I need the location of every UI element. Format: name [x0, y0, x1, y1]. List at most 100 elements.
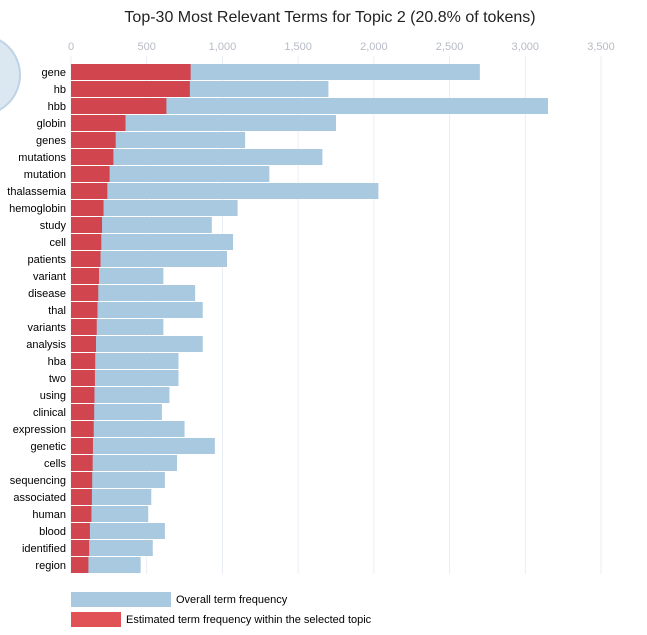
term-labels: gene hb hbb globin genes mutations mutation tha…	[7, 67, 67, 572]
topic-frequency-bar[interactable]	[71, 523, 90, 539]
overall-frequency-bar[interactable]	[71, 370, 179, 386]
topic-frequency-bar[interactable]	[71, 404, 95, 420]
term-label[interactable]: mutation	[24, 169, 66, 181]
topic-frequency-bar[interactable]	[71, 268, 100, 284]
legend-topic-label: Estimated term frequency within the sele…	[126, 614, 372, 626]
x-tick-label: 1,500	[284, 41, 312, 53]
topic-frequency-bar[interactable]	[71, 489, 92, 505]
overall-frequency-bar[interactable]	[71, 115, 336, 131]
topic-frequency-bar[interactable]	[71, 336, 96, 352]
x-tick-label: 500	[138, 41, 156, 53]
topic-frequency-bar[interactable]	[71, 387, 95, 403]
overall-frequency-bar[interactable]	[71, 438, 215, 454]
overall-frequency-bar[interactable]	[71, 251, 227, 267]
term-label[interactable]: sequencing	[10, 475, 66, 487]
topic-frequency-bar[interactable]	[71, 455, 93, 471]
topic-frequency-bar[interactable]	[71, 166, 110, 182]
legend-topic-swatch	[71, 612, 121, 627]
overall-frequency-bar[interactable]	[71, 540, 153, 556]
topic-circle-fragment[interactable]	[0, 35, 21, 115]
topic-frequency-bar[interactable]	[71, 421, 94, 437]
overall-frequency-bar[interactable]	[71, 336, 203, 352]
term-label[interactable]: blood	[39, 526, 66, 538]
term-label[interactable]: cells	[44, 458, 67, 470]
overall-frequency-bar[interactable]	[71, 200, 238, 216]
term-label[interactable]: patients	[27, 254, 66, 266]
topic-frequency-bar[interactable]	[71, 200, 104, 216]
overall-frequency-bar[interactable]	[71, 353, 179, 369]
overall-frequency-bar[interactable]	[71, 234, 234, 250]
overall-frequency-bar[interactable]	[71, 217, 212, 233]
term-label[interactable]: associated	[13, 492, 66, 504]
topic-frequency-bar[interactable]	[71, 472, 93, 488]
term-label[interactable]: analysis	[26, 339, 66, 351]
overall-frequency-bar[interactable]	[71, 472, 165, 488]
bars	[71, 64, 548, 573]
term-label[interactable]: clinical	[33, 407, 66, 419]
topic-frequency-bar[interactable]	[71, 557, 89, 573]
term-label[interactable]: genetic	[31, 441, 67, 453]
x-tick-label: 1,000	[209, 41, 237, 53]
topic-frequency-bar[interactable]	[71, 370, 95, 386]
topic-frequency-bar[interactable]	[71, 98, 167, 114]
topic-frequency-bar[interactable]	[71, 132, 116, 148]
term-label[interactable]: thalassemia	[7, 186, 67, 198]
term-label[interactable]: mutations	[18, 152, 66, 164]
topic-frequency-bar[interactable]	[71, 319, 97, 335]
x-tick-label: 3,500	[587, 41, 615, 53]
topic-frequency-bar[interactable]	[71, 115, 126, 131]
term-label[interactable]: hba	[48, 356, 67, 368]
x-axis-ticks: 0 500 1,000 1,500 2,000 2,500 3,000 3,500	[68, 41, 615, 53]
term-label[interactable]: hemoglobin	[9, 203, 66, 215]
topic-frequency-bar[interactable]	[71, 540, 90, 556]
topic-frequency-bar[interactable]	[71, 64, 191, 80]
topic-frequency-bar[interactable]	[71, 285, 99, 301]
term-label[interactable]: hb	[54, 84, 66, 96]
legend-overall-label: Overall term frequency	[176, 594, 288, 606]
term-label[interactable]: using	[40, 390, 66, 402]
term-label[interactable]: identified	[22, 543, 66, 555]
overall-frequency-bar[interactable]	[71, 455, 177, 471]
term-label[interactable]: cell	[49, 237, 66, 249]
chart-title: Top-30 Most Relevant Terms for Topic 2 (…	[124, 9, 535, 26]
topic-frequency-bar[interactable]	[71, 217, 103, 233]
legend-overall-swatch	[71, 592, 171, 607]
term-label[interactable]: genes	[36, 135, 66, 147]
topic-frequency-bar[interactable]	[71, 353, 96, 369]
term-label[interactable]: study	[40, 220, 67, 232]
overall-frequency-bar[interactable]	[71, 302, 203, 318]
term-label[interactable]: region	[35, 560, 66, 572]
term-label[interactable]: disease	[28, 288, 66, 300]
term-label[interactable]: two	[49, 373, 66, 385]
term-label[interactable]: variant	[33, 271, 66, 283]
overall-frequency-bar[interactable]	[71, 98, 548, 114]
overall-frequency-bar[interactable]	[71, 149, 323, 165]
overall-frequency-bar[interactable]	[71, 421, 185, 437]
topic-frequency-bar[interactable]	[71, 149, 114, 165]
x-tick-label: 3,000	[512, 41, 540, 53]
topic-frequency-bar[interactable]	[71, 234, 102, 250]
x-tick-label: 2,000	[360, 41, 388, 53]
topic-frequency-bar[interactable]	[71, 506, 92, 522]
topic-frequency-bar[interactable]	[71, 302, 98, 318]
topic-frequency-bar[interactable]	[71, 183, 108, 199]
legend: Overall term frequency Estimated term fr…	[71, 592, 372, 627]
term-label[interactable]: gene	[42, 67, 66, 79]
term-label[interactable]: thal	[48, 305, 66, 317]
x-tick-label: 0	[68, 41, 74, 53]
overall-frequency-bar[interactable]	[71, 523, 165, 539]
x-tick-label: 2,500	[436, 41, 464, 53]
term-label[interactable]: variants	[27, 322, 66, 334]
topic-frequency-bar[interactable]	[71, 81, 190, 97]
term-label[interactable]: hbb	[48, 101, 66, 113]
term-label[interactable]: human	[32, 509, 66, 521]
overall-frequency-bar[interactable]	[71, 183, 379, 199]
overall-frequency-bar[interactable]	[71, 387, 170, 403]
term-label[interactable]: globin	[37, 118, 66, 130]
overall-frequency-bar[interactable]	[71, 285, 196, 301]
term-label[interactable]: expression	[13, 424, 66, 436]
overall-frequency-bar[interactable]	[71, 166, 270, 182]
topic-frequency-bar[interactable]	[71, 251, 101, 267]
topic-frequency-bar[interactable]	[71, 438, 93, 454]
